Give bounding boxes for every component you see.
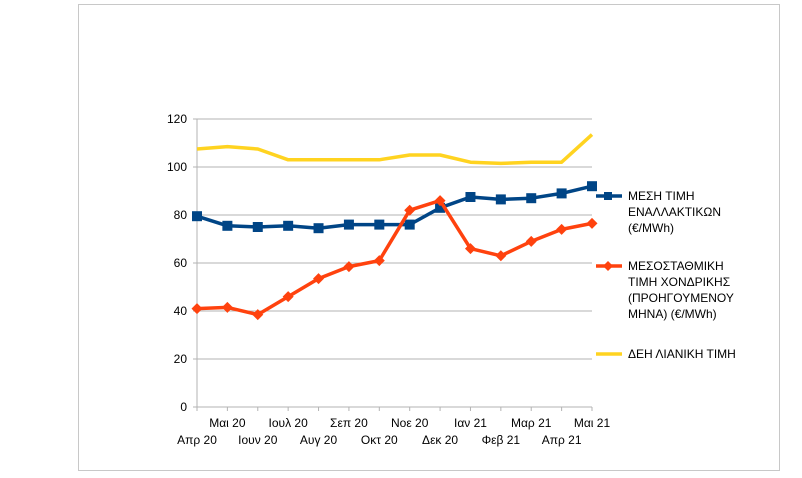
x-tick-label: Νοε 20 — [391, 416, 429, 430]
data-point-square — [192, 211, 202, 222]
y-tick-label: 100 — [167, 160, 187, 174]
data-point-square — [526, 193, 537, 204]
x-tick-label: Απρ 21 — [542, 433, 582, 447]
data-point-square — [435, 202, 446, 213]
data-point-square — [495, 194, 506, 205]
data-point-diamond — [191, 303, 203, 315]
legend-label: ΤΙΜΗ ΧΟΝΔΡΙΚΗΣ — [628, 275, 730, 289]
legend-swatch-marker — [604, 192, 612, 200]
data-point-square — [343, 219, 354, 230]
legend-label: ΕΝΑΛΛΑΚΤΙΚΩΝ — [628, 205, 721, 219]
x-tick-label: Μαι 21 — [574, 416, 611, 430]
y-tick-label: 0 — [180, 400, 187, 414]
x-tick-label: Δεκ 20 — [422, 433, 458, 447]
data-point-diamond — [586, 217, 598, 229]
x-tick-label: Απρ 20 — [177, 433, 217, 447]
x-tick-label: Αυγ 20 — [300, 433, 338, 447]
y-tick-label: 60 — [174, 256, 188, 270]
data-point-diamond — [525, 235, 537, 247]
data-point-diamond — [221, 301, 233, 313]
data-point-square — [283, 220, 294, 231]
data-point-square — [404, 219, 415, 230]
chart-frame — [78, 4, 780, 471]
data-point-square — [222, 220, 233, 231]
data-point-diamond — [464, 243, 476, 255]
legend-label: (ΠΡΟΗΓΟΥΜΕΝΟΥ — [628, 291, 734, 305]
data-point-square — [587, 181, 597, 192]
x-tick-label: Μαι 20 — [209, 416, 246, 430]
legend-swatch-marker — [603, 261, 613, 271]
data-point-square — [374, 219, 385, 230]
y-tick-label: 80 — [174, 208, 188, 222]
legend-label: ΜΕΣΗ ΤΙΜΗ — [628, 189, 695, 203]
x-tick-label: Σεπ 20 — [330, 416, 368, 430]
data-point-diamond — [282, 291, 294, 303]
series-line — [196, 198, 593, 317]
x-tick-label: Φεβ 21 — [482, 433, 521, 447]
y-tick-label: 40 — [174, 304, 188, 318]
x-tick-label: Οκτ 20 — [361, 433, 398, 447]
data-point-diamond — [404, 204, 416, 216]
data-point-diamond — [373, 255, 385, 267]
data-point-square — [313, 223, 324, 234]
legend-label: ΔΕΗ ΛΙΑΝΙΚΗ ΤΙΜΗ — [628, 347, 736, 361]
x-tick-label: Μαρ 21 — [511, 416, 552, 430]
data-point-diamond — [343, 261, 355, 273]
data-point-square — [556, 188, 567, 199]
data-point-diamond — [495, 250, 507, 262]
x-tick-label: Ιουλ 20 — [269, 416, 309, 430]
series-line — [196, 133, 594, 166]
y-tick-label: 120 — [167, 112, 187, 126]
data-point-square — [465, 192, 476, 202]
x-tick-label: Ιουν 20 — [238, 433, 278, 447]
data-point-diamond — [313, 273, 325, 285]
data-point-diamond — [252, 309, 264, 321]
legend-label: (€/MWh) — [628, 221, 674, 235]
legend-label: ΜΕΣΟΣΤΑΘΜΙΚΗ — [628, 259, 724, 273]
x-tick-label: Ιαν 21 — [454, 416, 487, 430]
legend-label: ΜΗΝΑ) (€/MWh) — [628, 307, 717, 321]
data-point-diamond — [434, 195, 446, 207]
data-point-square — [252, 222, 263, 232]
series-line — [196, 184, 593, 230]
data-point-diamond — [556, 223, 568, 235]
y-tick-label: 20 — [174, 352, 188, 366]
